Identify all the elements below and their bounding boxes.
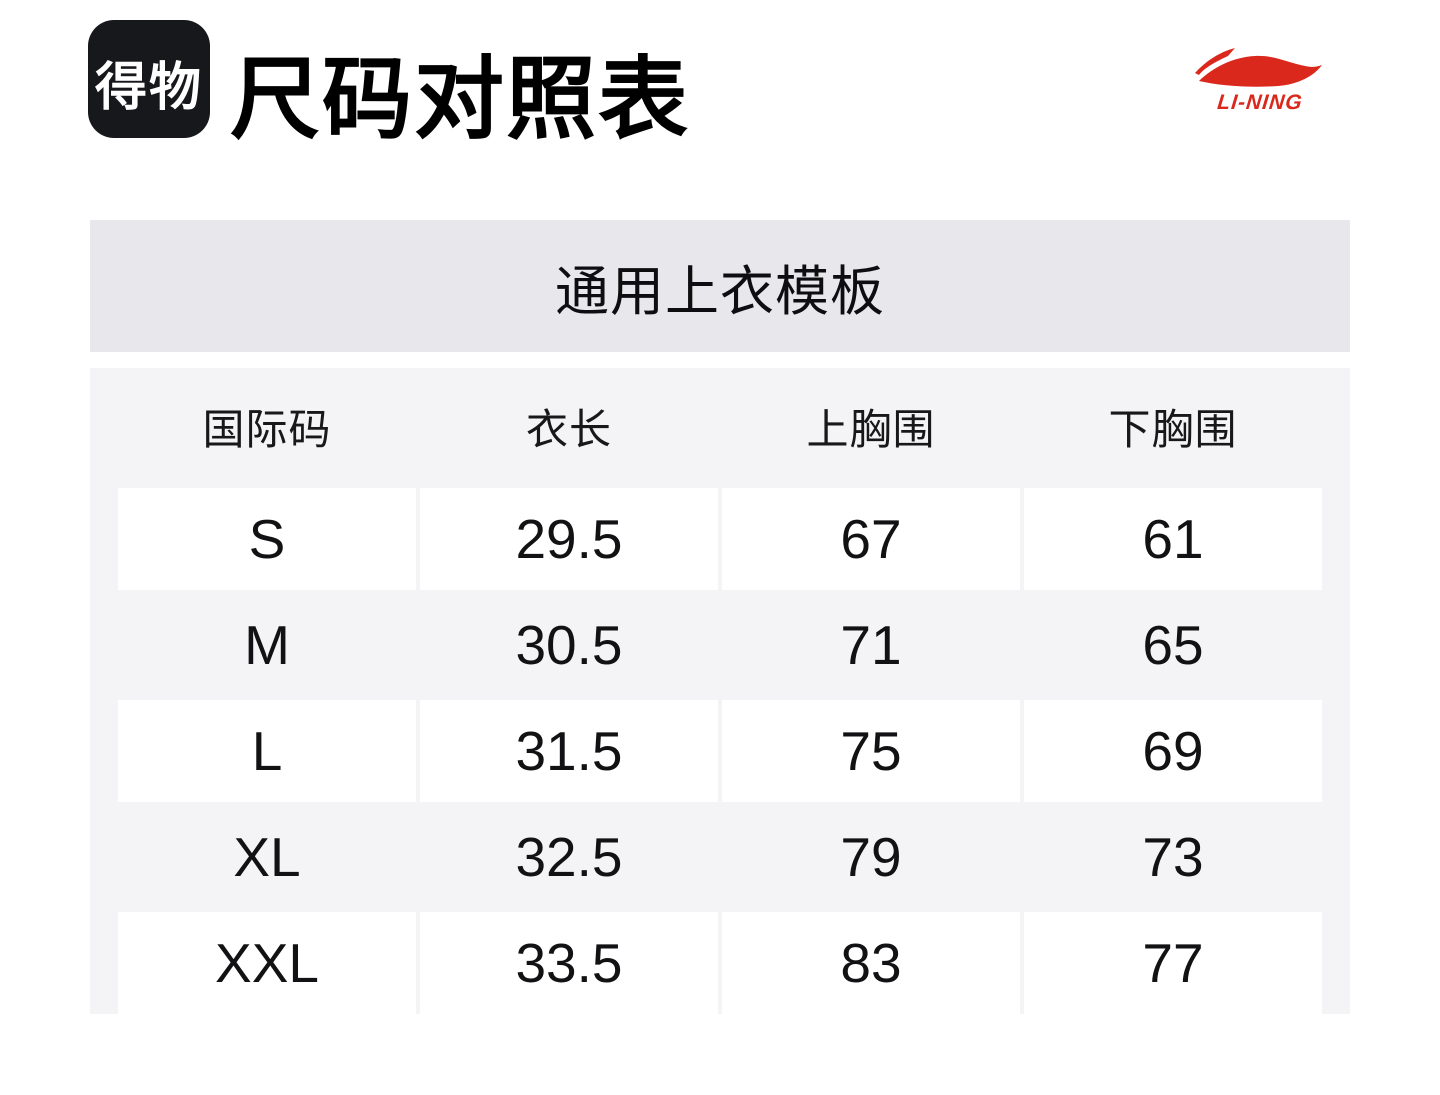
table-row-s: S 29.5 67 61 bbox=[118, 488, 1322, 590]
lining-wordmark: LI-NING bbox=[1216, 91, 1304, 114]
banner-title: 通用上衣模板 bbox=[555, 261, 885, 322]
table-row-m: M 30.5 71 65 bbox=[118, 594, 1322, 696]
table-cell: L bbox=[118, 700, 416, 802]
table-cell: XXL bbox=[118, 912, 416, 1014]
dewu-logo: 得物 bbox=[88, 20, 210, 138]
table-cell: 61 bbox=[1024, 488, 1322, 590]
table-row-xl: XL 32.5 79 73 bbox=[118, 806, 1322, 908]
table-cell: 71 bbox=[840, 614, 902, 676]
table-cell: S bbox=[118, 488, 416, 590]
table-cell: M bbox=[244, 614, 290, 676]
lining-swoosh-icon bbox=[1195, 48, 1322, 87]
table-cell: 67 bbox=[722, 488, 1020, 590]
page-title: 尺码对照表 bbox=[230, 50, 690, 150]
column-header-upper-bust: 上胸围 bbox=[806, 405, 936, 453]
column-header-under-bust: 下胸围 bbox=[1108, 405, 1238, 453]
column-header-size: 国际码 bbox=[202, 405, 332, 453]
table-header-row: 国际码 衣长 上胸围 下胸围 bbox=[118, 368, 1322, 484]
table-cell: 73 bbox=[1142, 826, 1204, 888]
table-row-xxl: XXL 33.5 83 77 bbox=[118, 912, 1322, 1014]
template-banner: 通用上衣模板 bbox=[90, 220, 1350, 352]
lining-logo: LI-NING bbox=[1194, 48, 1326, 115]
table-cell: 65 bbox=[1142, 614, 1204, 676]
table-cell: 29.5 bbox=[420, 488, 718, 590]
table-cell: 79 bbox=[840, 826, 902, 888]
dewu-logo-text: 得物 bbox=[94, 58, 203, 117]
table-cell: 77 bbox=[1024, 912, 1322, 1014]
table-cell: 33.5 bbox=[420, 912, 718, 1014]
table-cell: 30.5 bbox=[515, 614, 623, 676]
table-cell: 83 bbox=[722, 912, 1020, 1014]
table-row-l: L 31.5 75 69 bbox=[118, 700, 1322, 802]
table-cell: XL bbox=[233, 826, 301, 888]
column-header-length: 衣长 bbox=[525, 405, 612, 453]
table-cell: 32.5 bbox=[515, 826, 623, 888]
table-cell: 75 bbox=[722, 700, 1020, 802]
size-table: 国际码 衣长 上胸围 下胸围 S 29.5 67 61 M 30.5 71 65… bbox=[90, 368, 1350, 1014]
table-cell: 69 bbox=[1024, 700, 1322, 802]
table-cell: 31.5 bbox=[420, 700, 718, 802]
